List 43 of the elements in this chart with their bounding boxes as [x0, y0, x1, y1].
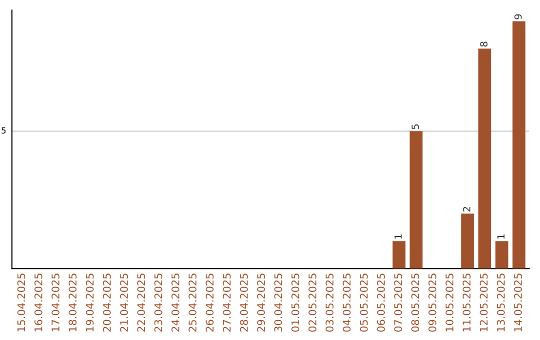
x-tick-label: 28.04.2025 [240, 274, 248, 332]
x-tick-label: 21.04.2025 [120, 274, 128, 332]
x-tick-label: 07.05.2025 [394, 274, 402, 332]
x-tick-label: 16.04.2025 [34, 274, 42, 332]
bar [478, 48, 492, 269]
x-tick-label: 18.04.2025 [68, 274, 77, 332]
bar [392, 241, 406, 269]
x-tick-label: 04.05.2025 [342, 274, 351, 332]
x-tick-label: 25.04.2025 [188, 274, 196, 332]
ref-line-label: 5 [2, 127, 6, 134]
data-label: 1 [394, 234, 402, 239]
x-tick-label: 20.04.2025 [102, 274, 111, 332]
x-tick-label: 27.04.2025 [222, 274, 231, 332]
x-tick-label: 13.05.2025 [496, 274, 505, 332]
data-label: 8 [480, 42, 488, 47]
data-label: 9 [514, 14, 522, 20]
x-tick-label: 26.04.2025 [206, 274, 214, 332]
x-tick-label: 01.05.2025 [291, 274, 300, 332]
x-tick-label: 10.05.2025 [446, 274, 454, 332]
x-tick-label: 11.05.2025 [462, 274, 471, 332]
x-tick-label: 29.04.2025 [257, 274, 265, 332]
x-tick-label: 03.05.2025 [326, 274, 334, 332]
x-tick-label: 08.05.2025 [411, 274, 420, 332]
bar [512, 21, 526, 269]
x-tick-label: 14.05.2025 [514, 274, 522, 332]
data-label: 5 [412, 124, 419, 130]
bar [410, 131, 423, 269]
x-tick-label: 02.05.2025 [308, 274, 316, 332]
x-tick-label: 06.05.2025 [377, 274, 385, 332]
x-tick-label: 19.04.2025 [86, 274, 94, 332]
x-tick-label: 24.04.2025 [171, 274, 180, 332]
x-tick-label: 23.04.2025 [154, 274, 162, 332]
x-tick-label: 22.04.2025 [137, 274, 146, 332]
x-tick-label: 17.04.2025 [52, 274, 60, 332]
x-tick-label: 15.04.2025 [17, 274, 26, 332]
x-tick-label: 05.05.2025 [360, 274, 368, 332]
bar [461, 214, 474, 269]
x-tick-label: 30.04.2025 [274, 274, 282, 332]
bar [495, 241, 508, 269]
x-tick-label: 09.05.2025 [428, 274, 436, 332]
x-tick-label: 12.05.2025 [480, 274, 488, 332]
data-label: 1 [497, 234, 504, 239]
data-label: 2 [463, 207, 470, 212]
